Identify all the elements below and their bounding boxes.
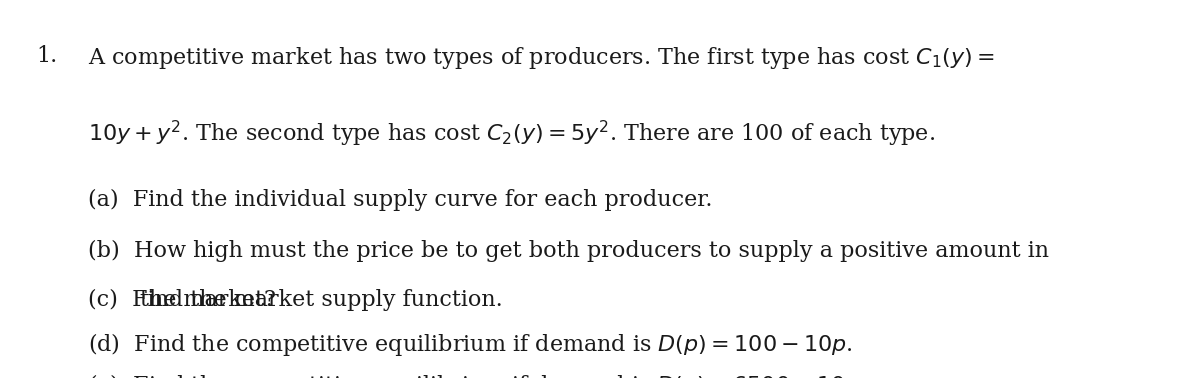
Text: (a)  Find the individual supply curve for each producer.: (a) Find the individual supply curve for… <box>88 189 712 211</box>
Text: the market?: the market? <box>140 289 276 311</box>
Text: (c)  Find the market supply function.: (c) Find the market supply function. <box>88 289 503 311</box>
Text: 1.: 1. <box>36 45 58 67</box>
Text: (d)  Find the competitive equilibrium if demand is $D(p) = 100 - 10p$.: (d) Find the competitive equilibrium if … <box>88 331 852 358</box>
Text: $10y + y^2$. The second type has cost $C_2(y) = 5y^2$. There are 100 of each typ: $10y + y^2$. The second type has cost $C… <box>88 119 935 149</box>
Text: (b)  How high must the price be to get both producers to supply a positive amoun: (b) How high must the price be to get bo… <box>88 240 1049 262</box>
Text: A competitive market has two types of producers. The first type has cost $C_1(y): A competitive market has two types of pr… <box>88 45 995 71</box>
Text: (e)  Find the competitive equilibrium if demand is $D(p) = 6500 - 10p$.: (e) Find the competitive equilibrium if … <box>88 372 865 378</box>
